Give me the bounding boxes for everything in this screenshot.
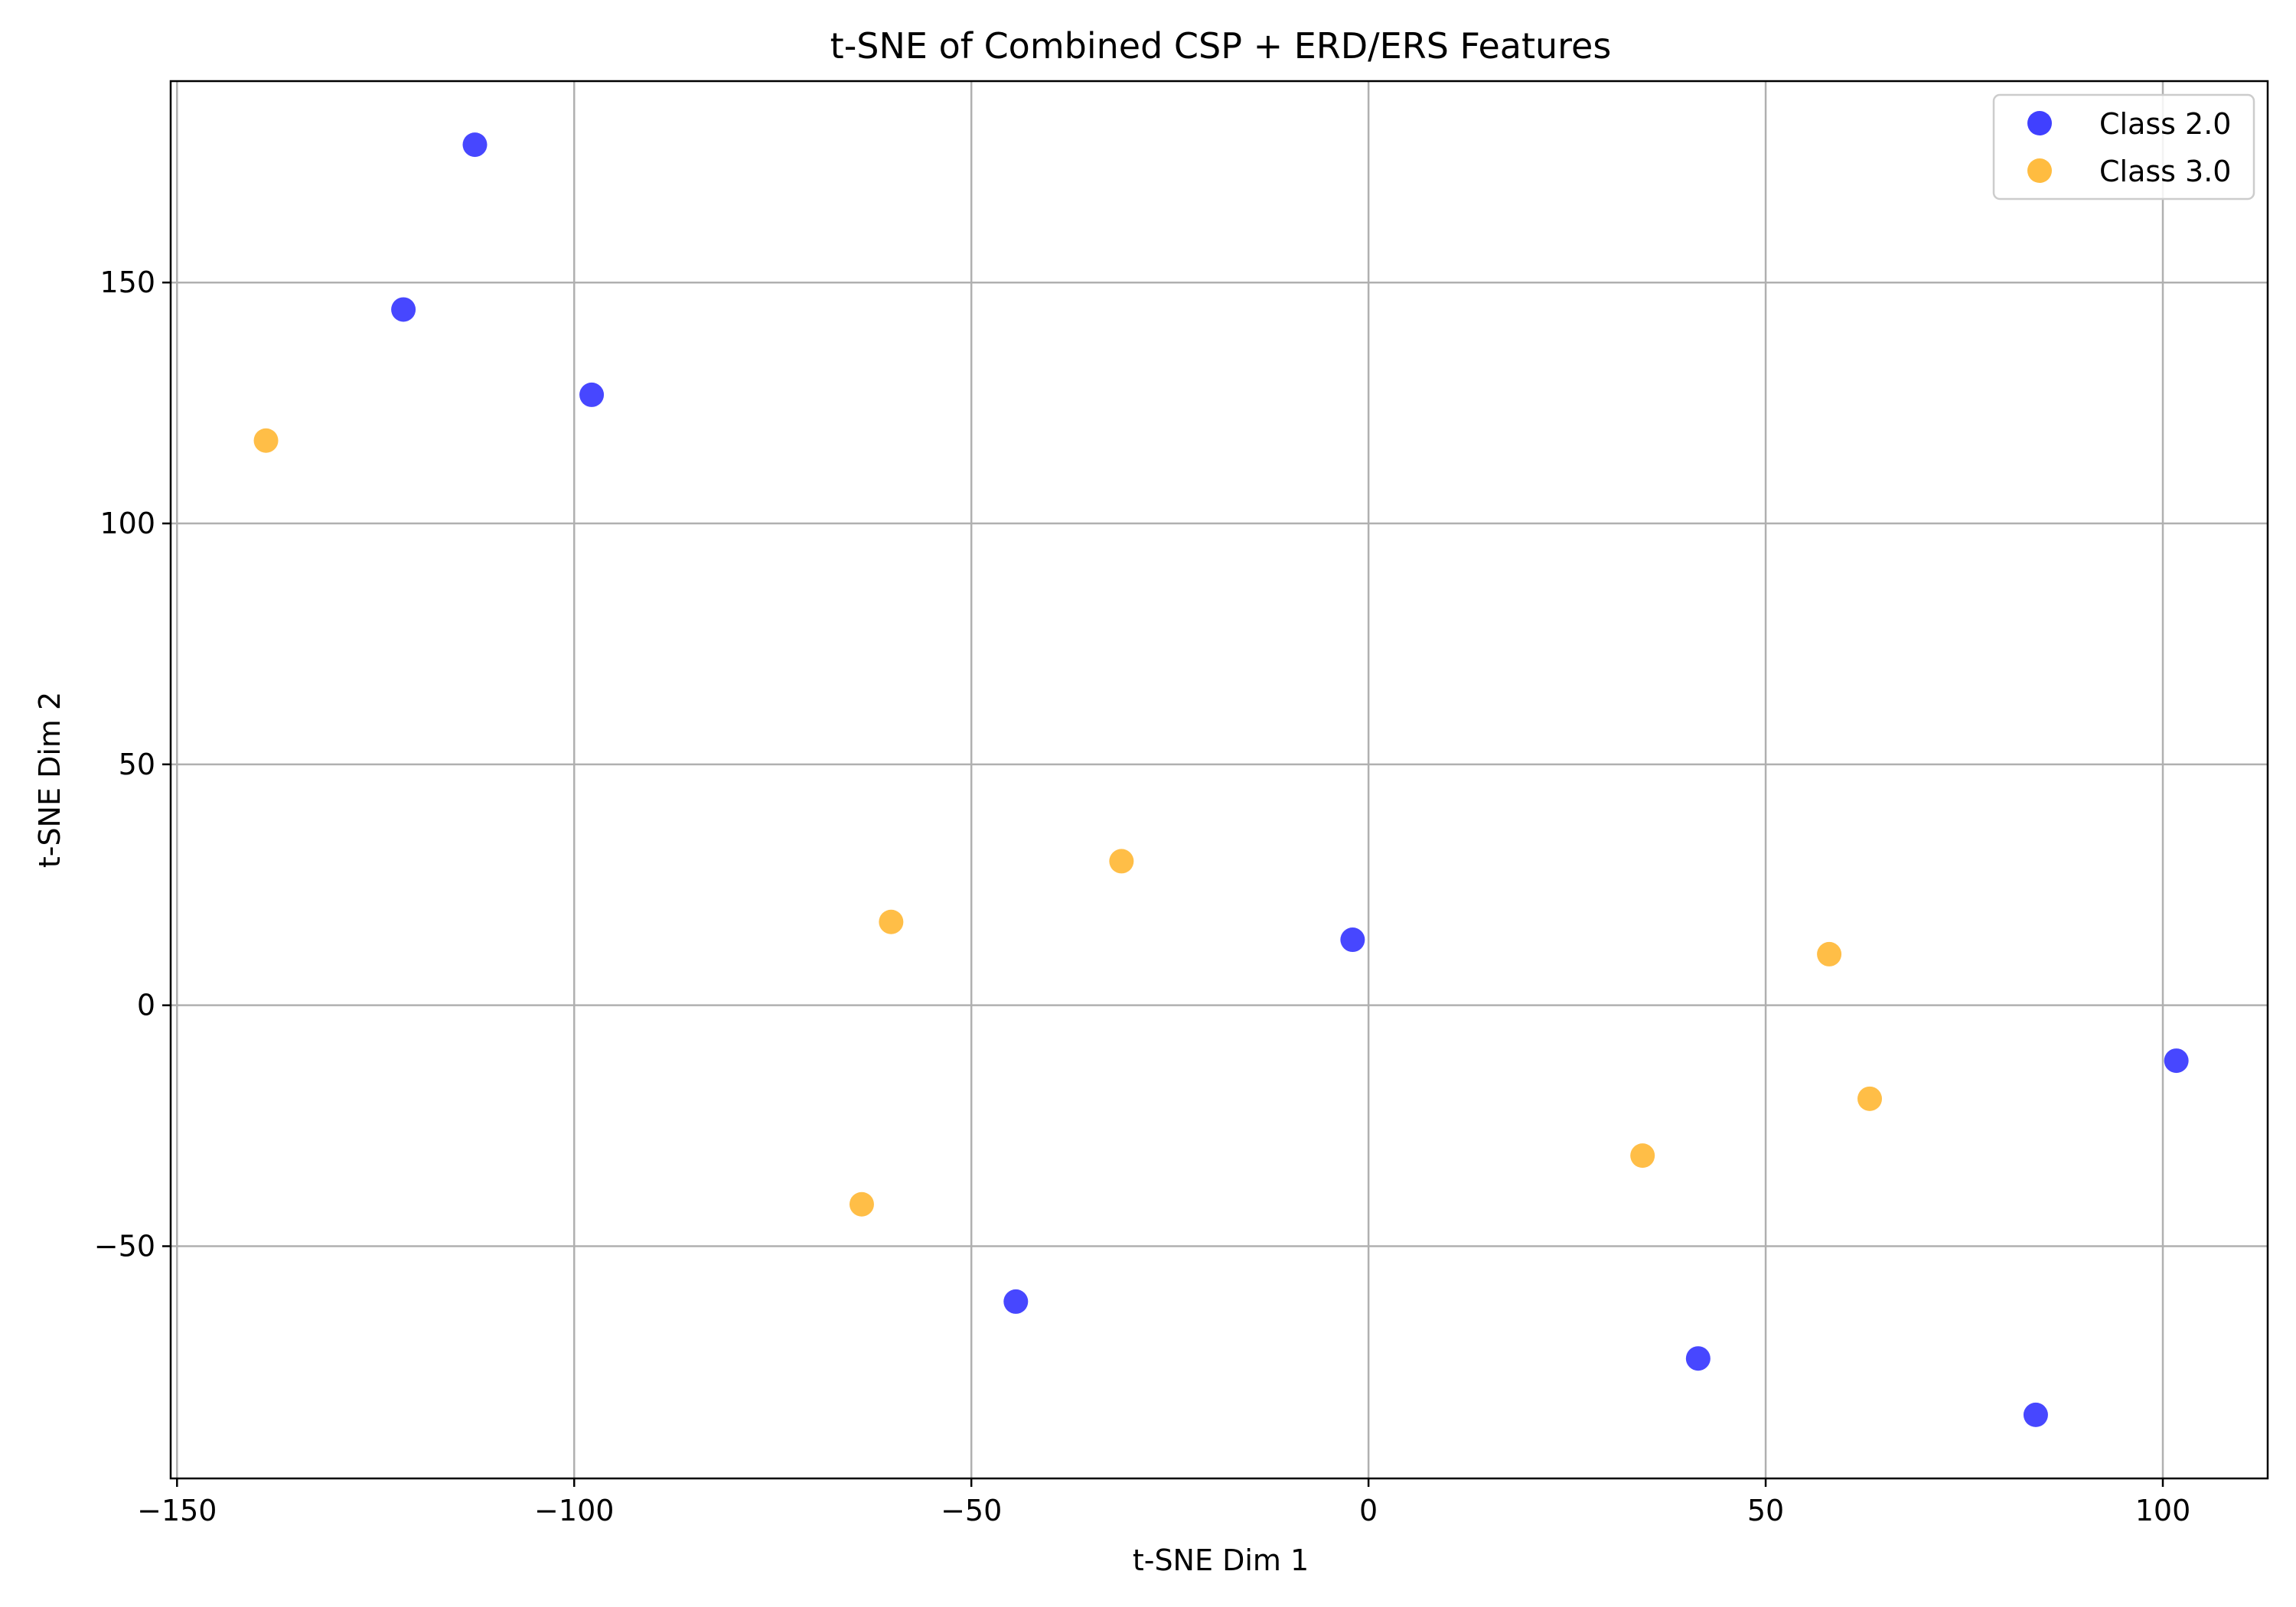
x-tick-label: 0 <box>1359 1494 1378 1527</box>
scatter-points <box>253 132 2189 1427</box>
plot-area <box>171 81 2268 1478</box>
y-tick-label: 50 <box>119 748 155 781</box>
data-point-class-3 <box>879 909 904 934</box>
x-tick-label: 50 <box>1747 1494 1784 1527</box>
data-point-class-3 <box>849 1191 874 1217</box>
x-tick-label: −150 <box>137 1494 217 1527</box>
x-tick-label: 100 <box>2135 1494 2191 1527</box>
data-point-class-3 <box>1857 1086 1883 1111</box>
y-axis-label: t-SNE Dim 2 <box>33 692 67 868</box>
y-tick-label: 150 <box>99 266 155 299</box>
data-point-class-2 <box>1685 1346 1711 1371</box>
data-point-class-2 <box>2023 1402 2048 1427</box>
axis-ticks: −150 −100 −50 0 50 100 −50 0 50 100 150 <box>94 266 2190 1527</box>
x-tick-label: −50 <box>941 1494 1002 1527</box>
legend-marker-class-3 <box>2027 158 2052 183</box>
data-point-class-2 <box>462 132 488 158</box>
y-tick-label: 0 <box>137 989 155 1022</box>
x-tick-label: −100 <box>534 1494 614 1527</box>
data-point-class-3 <box>1109 849 1134 874</box>
data-point-class-3 <box>1630 1143 1655 1169</box>
chart-title: t-SNE of Combined CSP + ERD/ERS Features <box>830 25 1612 67</box>
data-point-class-2 <box>579 382 605 407</box>
legend-label-class-2: Class 2.0 <box>2099 107 2231 141</box>
data-point-class-2 <box>1340 927 1365 953</box>
plot-frame <box>169 80 2269 1480</box>
legend-box <box>1992 93 2255 200</box>
legend: Class 2.0 Class 3.0 <box>1992 93 2255 200</box>
legend-label-class-3: Class 3.0 <box>2099 155 2231 188</box>
x-axis-label: t-SNE Dim 1 <box>1133 1543 1309 1577</box>
legend-marker-class-2 <box>2027 111 2052 135</box>
y-tick-label: 100 <box>99 507 155 540</box>
data-point-class-2 <box>1003 1289 1029 1314</box>
data-point-class-2 <box>2164 1048 2189 1074</box>
data-point-class-3 <box>253 428 279 453</box>
y-tick-label: −50 <box>94 1230 155 1263</box>
data-point-class-2 <box>391 297 416 322</box>
data-point-class-3 <box>1817 941 1842 966</box>
grid <box>171 81 2268 1478</box>
